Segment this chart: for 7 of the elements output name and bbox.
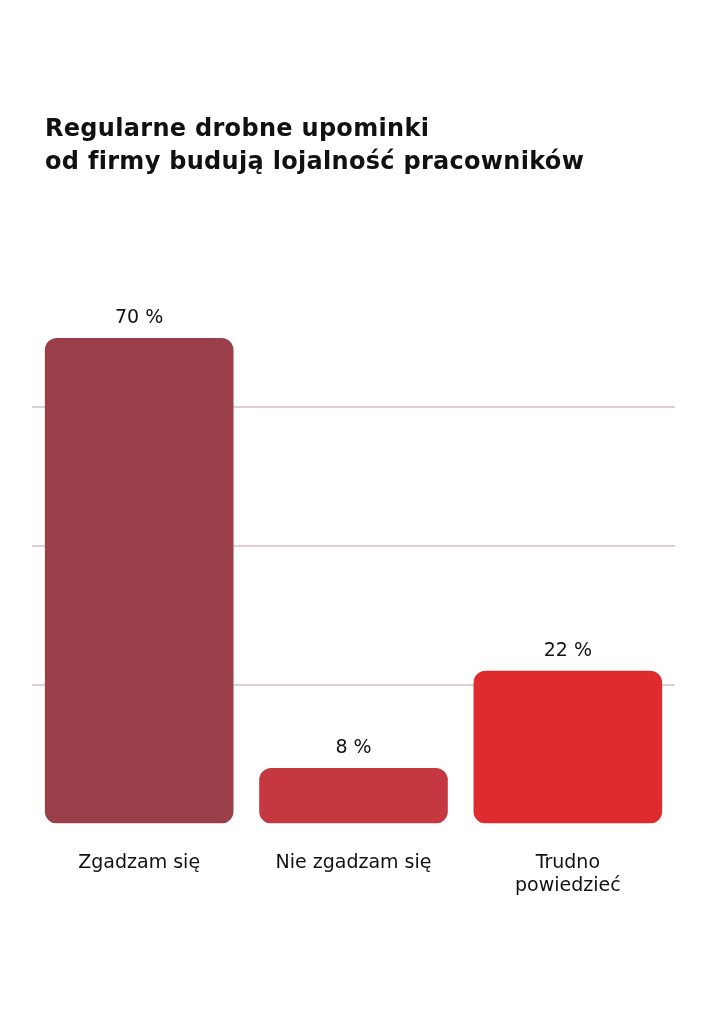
x-tick-label: Zgadzam się xyxy=(78,849,201,872)
data-label: 8 % xyxy=(335,735,372,758)
chart-title: Regularne drobne upominki od firmy budują lojalność pracowników xyxy=(45,113,585,177)
x-tick-label: Trudno powiedzieć xyxy=(515,849,621,895)
data-label: 70 % xyxy=(115,305,164,328)
data-label: 22 % xyxy=(543,638,592,661)
x-tick-label: Nie zgadzam się xyxy=(275,849,432,872)
